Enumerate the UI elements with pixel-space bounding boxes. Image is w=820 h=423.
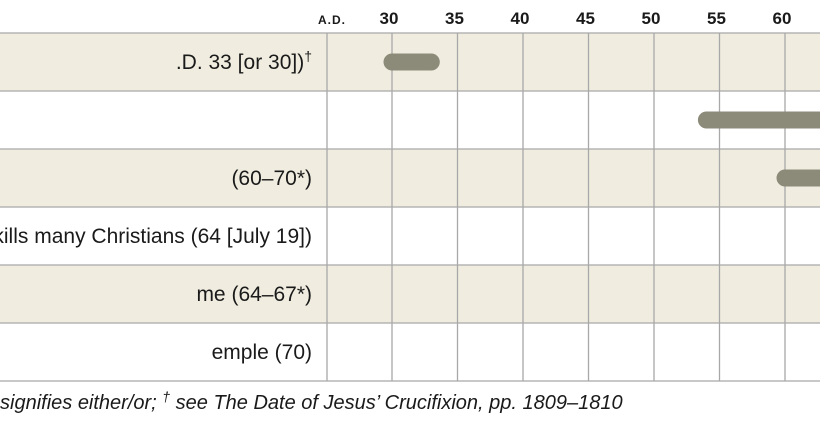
x-axis-ticks: A.D. 30 35 40 45 50 55 60 — [318, 9, 791, 28]
row-label: me (64–67*) — [196, 283, 312, 306]
x-tick-label: 35 — [445, 9, 464, 28]
footnote-text-after: see The Date of Jesus’ Crucifixion, pp. … — [170, 392, 623, 414]
footnote-text-before: signifies either/or; — [0, 392, 163, 414]
x-tick-label: 60 — [773, 9, 792, 28]
row-backgrounds — [0, 33, 820, 381]
row-label-superscript: † — [304, 48, 312, 64]
footnote-dagger: † — [162, 388, 171, 405]
row-label: l kills many Christians (64 [July 19]) — [0, 225, 312, 248]
row-label: .D. 33 [or 30])† — [176, 48, 312, 74]
row-labels: .D. 33 [or 30])† (60–70*) l kills many Chr… — [0, 48, 312, 364]
grid-lines — [0, 32, 820, 382]
footnote: signifies either/or; † see The Date of J… — [0, 389, 623, 415]
x-tick-label: 30 — [380, 9, 399, 28]
era-label: A.D. — [318, 13, 346, 27]
row-background — [0, 149, 820, 207]
row-background — [0, 91, 820, 149]
x-tick-label: 55 — [707, 9, 726, 28]
row-background — [0, 207, 820, 265]
x-tick-label: 50 — [642, 9, 661, 28]
timeline-chart: A.D. 30 35 40 45 50 55 60 .D. 33 [or 30])† (60–… — [0, 9, 820, 382]
row-label: emple (70) — [212, 341, 312, 364]
row-label: (60–70*) — [231, 167, 312, 190]
x-tick-label: 45 — [576, 9, 595, 28]
row-background — [0, 323, 820, 381]
x-tick-label: 40 — [511, 9, 530, 28]
row-background — [0, 265, 820, 323]
timeline-bars — [383, 53, 820, 187]
